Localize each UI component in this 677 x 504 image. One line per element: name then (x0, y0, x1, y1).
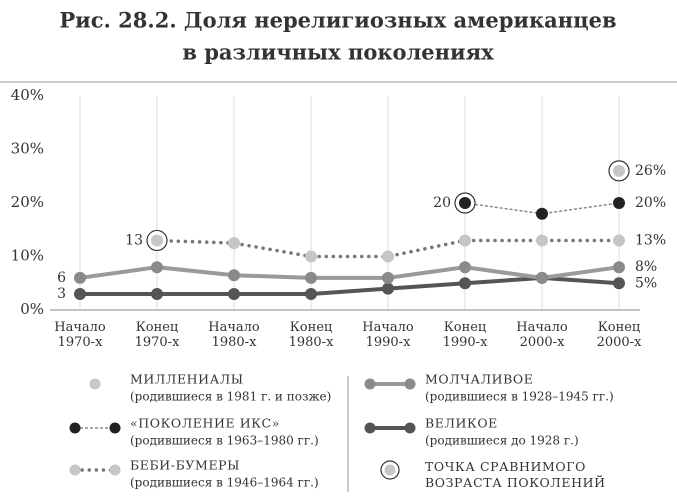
legend-sublabel: (родившиеся до 1928 г.) (425, 434, 579, 448)
data-label: 26% (635, 163, 666, 179)
data-point (459, 277, 471, 290)
data-label: 13 (125, 232, 143, 248)
data-point (74, 287, 86, 300)
x-tick-label: Начало 2000-х (516, 320, 568, 350)
data-point (305, 287, 317, 300)
data-point (74, 271, 86, 284)
legend-sublabel: (родившиеся в 1928–1945 гг.) (425, 390, 614, 404)
data-point (151, 234, 163, 247)
data-point (459, 197, 471, 209)
y-tick-label: 40% (11, 86, 44, 104)
data-point (613, 277, 625, 290)
y-tick-label: 0% (20, 300, 44, 318)
x-tick-label: Конец 2000-х (596, 320, 642, 350)
legend-marker (404, 378, 416, 390)
data-label: 3 (57, 286, 66, 302)
data-point (228, 237, 240, 250)
data-point (613, 197, 625, 209)
data-label: 20 (433, 195, 451, 211)
legend-marker (109, 464, 121, 476)
legend-sublabel: (родившиеся в 1981 г. и позже) (130, 390, 331, 404)
x-tick-label: Конец 1990-х (442, 320, 488, 350)
data-point (151, 261, 163, 274)
data-label: 8% (635, 259, 657, 275)
data-point (228, 287, 240, 300)
legend-marker (69, 464, 81, 476)
data-label: 5% (635, 275, 657, 291)
x-tick-label: Начало 1970-х (54, 320, 106, 350)
legend-marker (69, 422, 81, 434)
data-point (382, 282, 394, 295)
legend-marker (109, 422, 121, 434)
data-point (613, 261, 625, 274)
y-tick-label: 10% (11, 247, 44, 265)
x-tick-label: Конец 1980-х (288, 320, 334, 350)
data-point (613, 164, 625, 177)
legend-marker (404, 422, 416, 434)
legend-sublabel: (родившиеся в 1946–1964 гг.) (130, 476, 319, 490)
data-point (228, 269, 240, 282)
y-tick-label: 20% (11, 193, 44, 211)
chart-title: Рис. 28.2. Доля нерелигиозных американце… (59, 8, 616, 33)
data-point (459, 261, 471, 274)
data-point (536, 207, 548, 220)
legend-sublabel: (родившиеся в 1963–1980 гг.) (130, 434, 319, 448)
legend-label: «ПОКОЛЕНИЕ ИКС» (130, 416, 280, 431)
data-point (613, 234, 625, 247)
legend-label: БЕБИ-БУМЕРЫ (130, 458, 240, 473)
data-point (382, 271, 394, 284)
data-label: 6 (57, 270, 66, 286)
x-tick-label: Начало 1980-х (208, 320, 260, 350)
data-point (305, 250, 317, 263)
data-point (151, 287, 163, 300)
data-label: 13% (635, 232, 666, 248)
legend-marker (364, 422, 376, 434)
series-line (80, 275, 620, 296)
legend-label: ВЕЛИКОЕ (425, 416, 498, 431)
legend-label: МИЛЛЕНИАЛЫ (130, 372, 244, 387)
data-point (305, 271, 317, 284)
legend-marker (364, 378, 376, 390)
data-point (536, 234, 548, 247)
y-tick-label: 30% (11, 140, 44, 158)
data-point (459, 234, 471, 247)
data-point (382, 250, 394, 263)
legend-marker (384, 464, 396, 476)
x-tick-label: Конец 1970-х (134, 320, 180, 350)
legend-label: ТОЧКА СРАВНИМОГО ВОЗРАСТА ПОКОЛЕНИЙ (425, 459, 606, 490)
series-line (79, 265, 620, 280)
data-point (536, 271, 548, 284)
data-label: 20% (635, 195, 666, 211)
legend-marker (89, 378, 101, 390)
chart-title: в различных поколениях (182, 40, 494, 65)
x-tick-label: Начало 1990-х (362, 320, 414, 350)
legend-label: МОЛЧАЛИВОЕ (425, 372, 534, 387)
